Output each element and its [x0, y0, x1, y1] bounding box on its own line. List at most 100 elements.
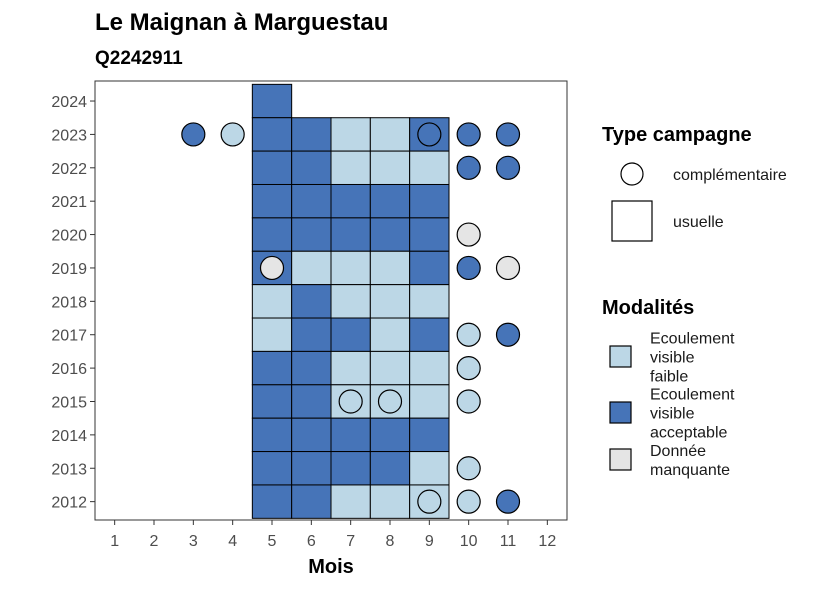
- cell-2018-8: [369, 284, 411, 319]
- point-2019-5: [259, 255, 285, 281]
- cell-2018-9: [409, 284, 450, 319]
- cell-2016-5: [251, 350, 293, 386]
- x-tick-label: 11: [500, 533, 517, 550]
- y-tick-label: 2019: [51, 261, 87, 278]
- cell-2016-6: [291, 350, 332, 386]
- point-2019-11: [495, 255, 521, 281]
- cell-2014-5: [251, 417, 293, 453]
- cell-2017-6: [291, 317, 332, 352]
- y-tick-label: 2023: [51, 127, 87, 144]
- cell-2020-8: [369, 217, 411, 252]
- cell-2017-7: [330, 317, 371, 352]
- cell-2012-8: [369, 484, 411, 519]
- cell-2022-8: [369, 150, 411, 185]
- point-2015-10: [456, 389, 481, 414]
- y-tick-label: 2016: [51, 361, 87, 378]
- cell-2021-7: [330, 183, 371, 219]
- x-tick-label: 6: [307, 533, 316, 550]
- legend-key-acceptable: [609, 401, 632, 424]
- point-2015-8: [377, 389, 403, 414]
- cell-2013-5: [251, 451, 293, 486]
- cell-2018-6: [291, 284, 332, 319]
- y-tick-label: 2020: [51, 228, 87, 245]
- legend-label-acceptable: Ecoulement: [650, 387, 735, 404]
- cell-2020-6: [291, 217, 332, 252]
- legend-circle-key: [620, 162, 644, 186]
- cell-2016-8: [369, 350, 411, 386]
- legend-type-title: Type campagne: [602, 124, 752, 146]
- y-tick-label: 2014: [51, 428, 87, 445]
- legend-modalites: Modalités EcoulementvisiblefaibleEcoulem…: [602, 297, 735, 479]
- x-tick-label: 7: [346, 533, 355, 550]
- point-2023-4: [220, 122, 245, 147]
- cell-2018-7: [330, 284, 371, 319]
- cell-2014-6: [291, 417, 332, 453]
- plot-border: [94, 80, 568, 521]
- point-2023-9: [417, 122, 442, 147]
- cell-2012-5: [251, 484, 293, 519]
- legend-label-faible: Ecoulement: [650, 331, 735, 348]
- cell-2022-9: [409, 150, 450, 185]
- point-2020-10: [456, 222, 481, 247]
- y-tick-label: 2024: [51, 94, 87, 111]
- cell-2020-7: [330, 217, 371, 252]
- legend-label-faible: visible: [650, 350, 695, 367]
- point-2012-9: [417, 489, 442, 514]
- cell-2015-9: [409, 384, 450, 419]
- cell-2013-9: [409, 451, 450, 486]
- cell-2023-6: [291, 117, 332, 152]
- cell-2023-5: [251, 117, 293, 152]
- point-2012-10: [456, 489, 481, 514]
- point-2023-3: [181, 122, 206, 147]
- cell-2017-8: [369, 317, 411, 352]
- y-tick-label: 2015: [51, 394, 87, 411]
- cell-2021-8: [369, 183, 411, 219]
- cell-2019-9: [409, 250, 450, 286]
- cell-2021-5: [251, 183, 293, 219]
- point-2023-10: [456, 122, 481, 147]
- point-2022-11: [495, 155, 521, 180]
- cell-2017-9: [409, 317, 450, 352]
- y-tick-label: 2013: [51, 461, 87, 478]
- point-2013-10: [456, 456, 481, 481]
- point-2017-10: [456, 322, 481, 347]
- legend-label-acceptable: acceptable: [650, 425, 727, 442]
- x-tick-label: 8: [386, 533, 395, 550]
- x-tick-label: 9: [425, 533, 434, 550]
- x-tick-label: 5: [268, 533, 277, 550]
- legend-square-key: [611, 200, 653, 242]
- cell-2013-6: [291, 451, 332, 486]
- x-tick-label: 2: [150, 533, 159, 550]
- cell-2013-8: [369, 451, 411, 486]
- y-axis: 2012 2013 2014 2015 2016 2017 2018 2019 2020 2021…: [51, 94, 95, 512]
- legend-label-faible: faible: [650, 369, 688, 386]
- x-axis: 1 2 3 4 5 6 7 8 9 10 11 12: [110, 520, 556, 550]
- cell-2018-5: [251, 284, 293, 319]
- point-2017-11: [495, 322, 521, 347]
- legend-key-faible: [609, 345, 632, 368]
- x-tick-label: 3: [189, 533, 198, 550]
- point-2019-10: [456, 255, 481, 281]
- legend-key-manquante: [609, 448, 632, 471]
- y-tick-label: 2018: [51, 294, 87, 311]
- cell-2014-7: [330, 417, 371, 453]
- cell-2023-8: [369, 117, 411, 152]
- point-2016-10: [456, 356, 481, 381]
- legend-label-manquante: Donnée: [650, 443, 706, 460]
- legend-label-acceptable: visible: [650, 406, 695, 423]
- legend-campaign-type: Type campagne complémentaire usuelle: [602, 124, 787, 242]
- cell-2012-7: [330, 484, 371, 519]
- point-2023-11: [495, 122, 521, 147]
- data-marks: [181, 83, 521, 519]
- y-tick-label: 2012: [51, 495, 87, 512]
- chart-title: Le Maignan à Marguestau: [95, 9, 388, 36]
- x-axis-title: Mois: [308, 556, 354, 578]
- cell-2019-8: [369, 250, 411, 286]
- cell-2016-9: [409, 350, 450, 386]
- legend-type-label-usuelle: usuelle: [673, 214, 724, 231]
- point-2012-11: [495, 489, 521, 514]
- cell-2021-6: [291, 183, 332, 219]
- x-tick-label: 4: [228, 533, 237, 550]
- cell-2024-5: [251, 83, 293, 119]
